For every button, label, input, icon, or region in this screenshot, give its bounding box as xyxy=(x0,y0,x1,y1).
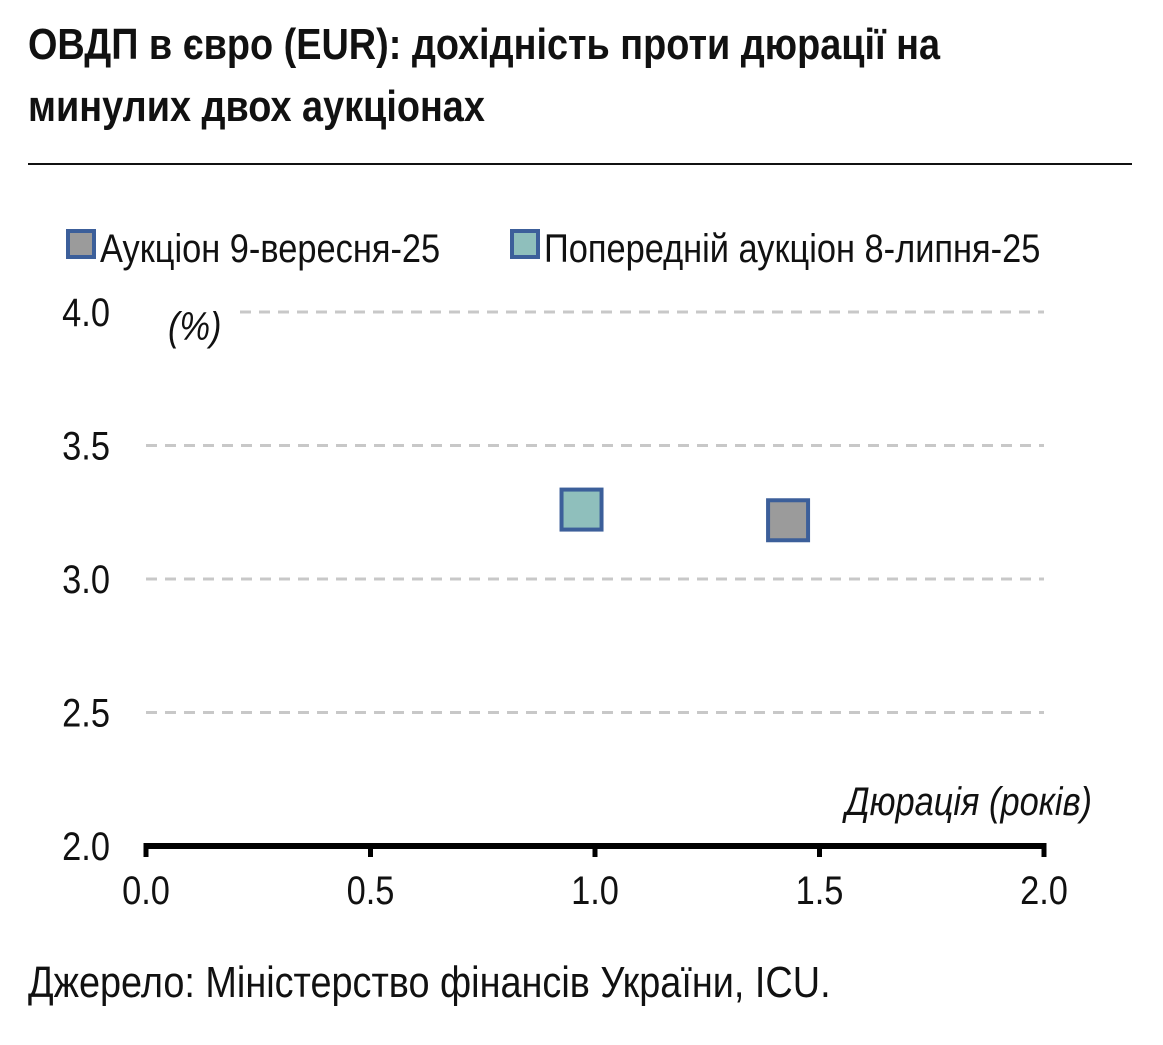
legend-label: Аукціон 9-вересня-25 xyxy=(100,226,440,271)
x-tick-label: 0.0 xyxy=(122,868,170,913)
x-axis-label: Дюрація (років) xyxy=(842,779,1092,824)
legend-label: Попередній аукціон 8-липня-25 xyxy=(544,226,1040,271)
x-axis xyxy=(143,843,1047,857)
legend-swatch xyxy=(510,229,540,259)
y-tick-label: 2.0 xyxy=(62,824,110,869)
y-tick-labels: 2.0 2.5 3.0 3.5 4.0 xyxy=(62,290,110,869)
title-rule xyxy=(28,163,1132,165)
data-point xyxy=(766,498,811,543)
x-tick-label: 1.5 xyxy=(796,868,844,913)
y-tick-label: 4.0 xyxy=(62,290,110,335)
x-tick-label: 0.5 xyxy=(347,868,395,913)
y-tick-label: 2.5 xyxy=(62,690,110,735)
legend-swatch xyxy=(66,229,96,259)
grid-lines xyxy=(146,310,1044,714)
y-tick-label: 3.0 xyxy=(62,557,110,602)
x-tick-label: 2.0 xyxy=(1020,868,1068,913)
y-axis-label: (%) xyxy=(168,304,221,349)
x-tick-labels: 0.0 0.5 1.0 1.5 2.0 xyxy=(122,868,1068,913)
legend: Аукціон 9-вересня-25 Попередній аукціон 8… xyxy=(66,226,1040,271)
data-point xyxy=(559,487,604,532)
data-points xyxy=(559,487,811,543)
source-note: Джерело: Міністерство фінансів України, … xyxy=(28,958,831,1007)
chart-title: ОВДП в євро (EUR): дохідність проти дюра… xyxy=(28,20,941,131)
x-tick-label: 1.0 xyxy=(571,868,619,913)
y-tick-label: 3.5 xyxy=(62,423,110,468)
